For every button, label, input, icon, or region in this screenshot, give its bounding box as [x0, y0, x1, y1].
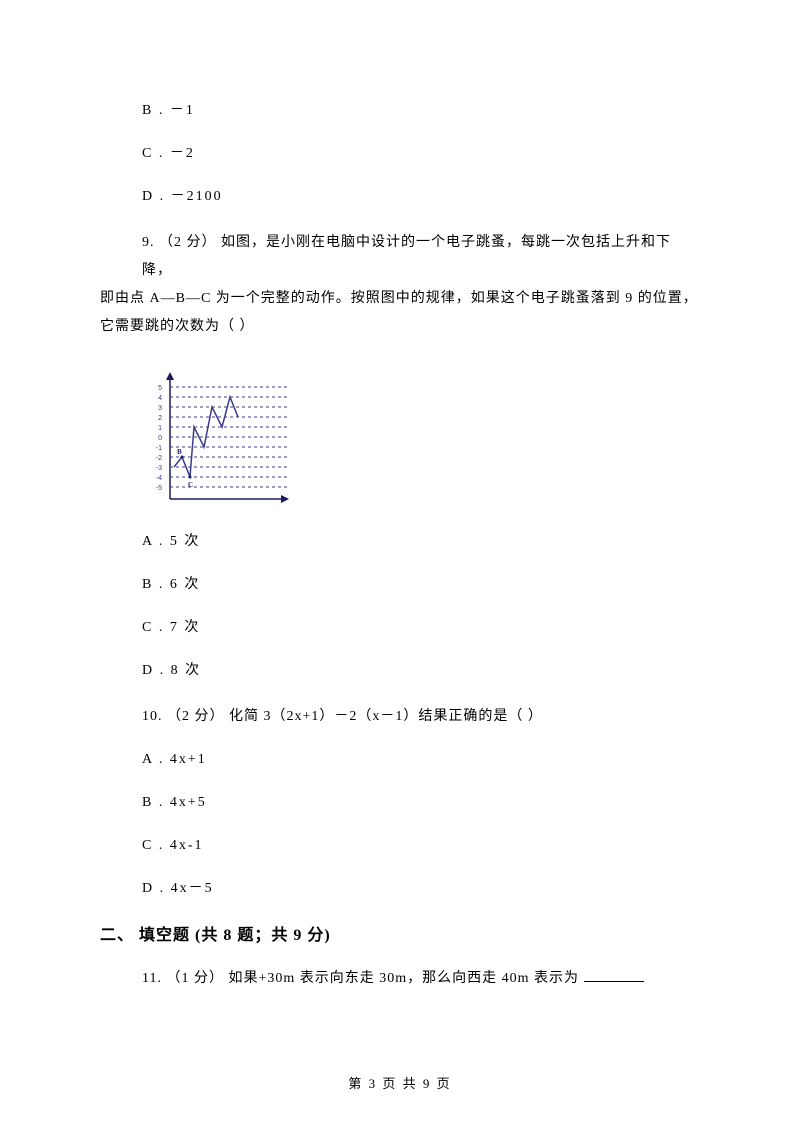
- q10-option-c: C . 4x-1: [100, 835, 700, 856]
- q10-option-d: D . 4x－5: [100, 878, 700, 899]
- q10-option-b: B . 4x+5: [100, 792, 700, 813]
- page-footer: 第 3 页 共 9 页: [0, 1073, 800, 1092]
- svg-text:C: C: [188, 481, 193, 489]
- q11-text-content: 11. （1 分） 如果+30m 表示向东走 30m，那么向西走 40m 表示为: [142, 971, 584, 986]
- section2-title: 二、 填空题 (共 8 题；共 9 分): [100, 921, 700, 945]
- svg-text:5: 5: [158, 385, 162, 392]
- svg-text:-3: -3: [156, 465, 162, 472]
- svg-text:0: 0: [158, 435, 162, 442]
- q10-option-a: A . 4x+1: [100, 749, 700, 770]
- q9-figure: 5 4 3 2 1 0 -1 -2 -3 -4 -5 B C: [142, 369, 292, 504]
- q8-option-b: B . －1: [100, 100, 700, 121]
- q10-text: 10. （2 分） 化简 3（2x+1）－2（x－1）结果正确的是（ ）: [100, 703, 700, 731]
- svg-text:-4: -4: [156, 475, 162, 482]
- q9-option-a: A . 5 次: [100, 531, 700, 552]
- q9-text-line1: 9. （2 分） 如图，是小刚在电脑中设计的一个电子跳蚤，每跳一次包括上升和下降…: [100, 229, 700, 285]
- svg-text:1: 1: [158, 425, 162, 432]
- q9-text-line3: 它需要跳的次数为（ ）: [100, 313, 700, 341]
- q9-option-b: B . 6 次: [100, 574, 700, 595]
- svg-text:B: B: [177, 448, 182, 456]
- svg-text:2: 2: [158, 415, 162, 422]
- svg-text:-2: -2: [156, 455, 162, 462]
- svg-text:-1: -1: [156, 445, 162, 452]
- q11-text: 11. （1 分） 如果+30m 表示向东走 30m，那么向西走 40m 表示为: [100, 965, 700, 993]
- q9-option-d: D . 8 次: [100, 660, 700, 681]
- svg-text:4: 4: [158, 395, 162, 402]
- q9-option-c: C . 7 次: [100, 617, 700, 638]
- q8-option-c: C . －2: [100, 143, 700, 164]
- q8-option-d: D . －2100: [100, 186, 700, 207]
- q9-text-line2: 即由点 A—B—C 为一个完整的动作。按照图中的规律，如果这个电子跳蚤落到 9 …: [100, 285, 700, 313]
- svg-text:-5: -5: [156, 485, 162, 492]
- q11-blank: [584, 968, 644, 982]
- svg-text:3: 3: [158, 405, 162, 412]
